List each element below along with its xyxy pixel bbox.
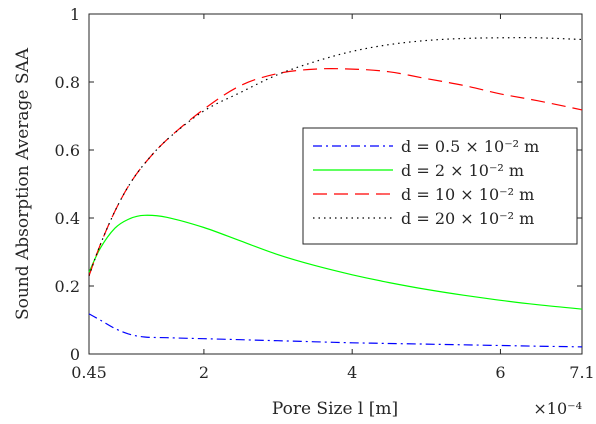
x-tick-label: 2 bbox=[199, 363, 209, 382]
y-tick-label: 1 bbox=[70, 5, 80, 24]
legend-label: d = 10 × 10⁻² m bbox=[401, 185, 534, 204]
ticks-layer: 0.45 2 4 6 7.1 0 0.2 0.4 0.6 0.8 1 bbox=[55, 5, 595, 382]
x-axis-multiplier: ×10⁻⁴ bbox=[533, 399, 582, 418]
series-layer bbox=[88, 37, 583, 348]
y-tick-label: 0.8 bbox=[55, 73, 80, 92]
y-tick-label: 0.6 bbox=[55, 141, 80, 160]
legend-box bbox=[302, 127, 578, 245]
legend: d = 0.5 × 10⁻² m d = 2 × 10⁻² m d = 10 × 1… bbox=[302, 127, 578, 245]
series-line-1 bbox=[88, 313, 583, 348]
y-tick-label: 0 bbox=[70, 345, 80, 364]
series-line-2 bbox=[88, 214, 583, 310]
x-tick-label: 6 bbox=[495, 363, 505, 382]
x-tick-label: 0.45 bbox=[71, 363, 107, 382]
series-line-3 bbox=[88, 68, 583, 277]
x-tick-label: 4 bbox=[347, 363, 357, 382]
legend-label: d = 2 × 10⁻² m bbox=[401, 161, 524, 180]
y-tick-label: 0.2 bbox=[55, 277, 80, 296]
legend-label: d = 20 × 10⁻² m bbox=[401, 209, 534, 228]
x-axis-label: Pore Size l [m] bbox=[272, 399, 398, 419]
legend-label: d = 0.5 × 10⁻² m bbox=[401, 137, 539, 156]
y-tick-label: 0.4 bbox=[55, 209, 80, 228]
y-axis-label: Sound Absorption Average SAA bbox=[13, 47, 33, 320]
x-tick-label: 7.1 bbox=[569, 363, 594, 382]
